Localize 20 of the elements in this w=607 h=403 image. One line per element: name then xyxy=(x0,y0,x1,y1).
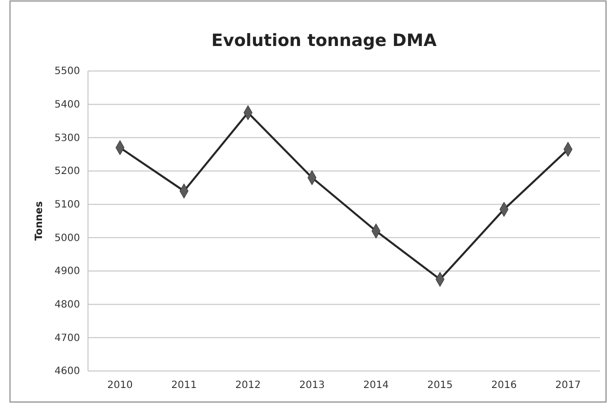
y-tick-label: 4700 xyxy=(54,332,80,344)
x-tick-label: 2013 xyxy=(299,380,325,392)
y-tick-label: 5500 xyxy=(54,66,80,78)
chart-title: Evolution tonnage DMA xyxy=(211,31,438,51)
y-tick-label: 5400 xyxy=(54,100,80,111)
x-tick-label: 2017 xyxy=(555,380,581,392)
y-tick-label: 5000 xyxy=(54,232,80,244)
y-tick-label: 5100 xyxy=(54,200,80,211)
y-tick-label: 4900 xyxy=(54,266,80,278)
y-tick-label: 4800 xyxy=(54,300,80,311)
x-tick-label: 2011 xyxy=(171,380,197,392)
x-tick-label: 2010 xyxy=(107,380,133,392)
y-tick-label: 5200 xyxy=(54,166,80,178)
x-tick-label: 2014 xyxy=(363,380,389,392)
y-tick-label: 5300 xyxy=(54,132,80,144)
x-tick-label: 2012 xyxy=(235,380,261,392)
y-axis-title: Tonnes xyxy=(34,201,45,241)
y-tick-label: 4600 xyxy=(54,366,80,378)
x-tick-label: 2016 xyxy=(491,380,517,392)
x-tick-label: 2015 xyxy=(427,380,453,392)
